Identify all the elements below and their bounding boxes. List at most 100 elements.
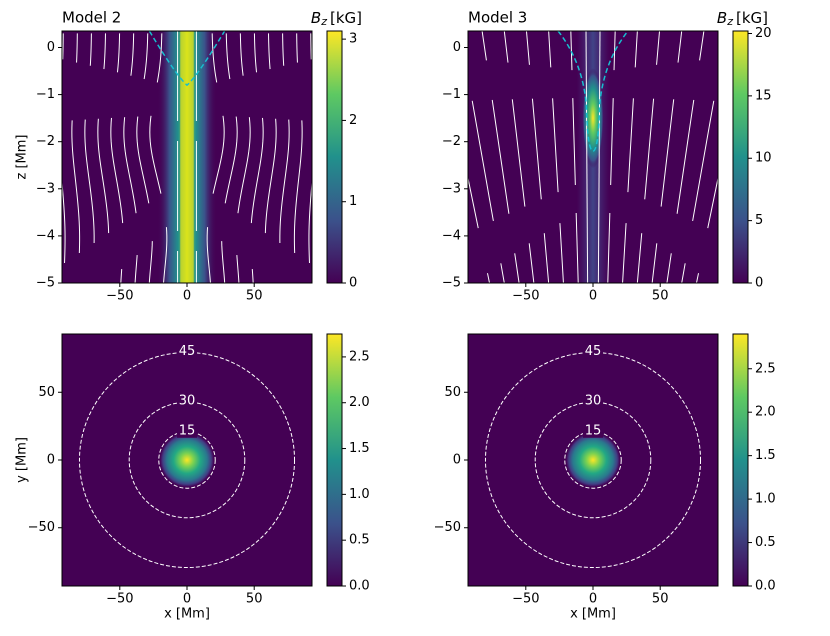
colorbar-tick-label: 1.5: [755, 448, 776, 463]
y-tick-label: −4: [442, 228, 461, 243]
contour-label: 15: [585, 423, 602, 438]
colorbar-tick-label: 2: [349, 113, 357, 128]
y-tick-label: 0: [47, 453, 55, 468]
colorbar-tick-label: 0.0: [349, 579, 370, 594]
field-line: [308, 33, 312, 283]
colorbar-tick-label: 1.0: [755, 492, 776, 507]
field-line: [393, 31, 460, 283]
x-tick-label: 50: [652, 592, 669, 607]
colorbar-tick-label: 3: [349, 32, 357, 47]
field-line: [636, 31, 661, 283]
field-line: [235, 33, 251, 283]
y-axis-label: z [Mm]: [15, 135, 30, 180]
y-tick-label: −2: [36, 134, 55, 149]
x-tick-label: 0: [589, 592, 597, 607]
y-tick-label: −2: [442, 134, 461, 149]
contour-label: 30: [585, 394, 602, 409]
x-tick-label: 50: [652, 289, 669, 304]
x-tick-label: 0: [589, 289, 597, 304]
panel: −50 0 50 −5 −4 −3 −2 −1 0 Model 2 z [Mm] 0 1 2 3 Bz [kG]: [15, 9, 363, 304]
field-line: [206, 33, 225, 283]
x-tick-label: −50: [512, 289, 539, 304]
y-tick-label: −1: [442, 87, 461, 102]
y-tick-label: −50: [28, 520, 55, 535]
x-tick-label: −50: [106, 289, 133, 304]
field-line: [503, 31, 535, 283]
y-tick-label: −3: [36, 181, 55, 196]
colorbar-tick-label: 0: [755, 276, 763, 291]
field-line: [570, 31, 579, 283]
tau-contour: [557, 31, 629, 152]
field-line: [149, 33, 168, 283]
y-tick-label: 50: [38, 385, 55, 400]
colorbar-label-unit: [kG]: [736, 9, 768, 27]
y-axis-label: y [Mm]: [15, 437, 30, 483]
field-line: [71, 33, 81, 283]
heatmap-blob: [160, 433, 214, 487]
x-axis-label: x [Mm]: [164, 607, 210, 622]
field-line: [84, 33, 95, 283]
colorbar-label: Bz [kG]: [717, 9, 768, 29]
heatmap-core: [582, 68, 604, 169]
contour-label: 15: [179, 423, 196, 438]
field-line: [62, 33, 66, 283]
colorbar-tick-label: 1: [349, 194, 357, 209]
field-line: [548, 31, 564, 283]
colorbar: [732, 30, 749, 284]
plot-area: [62, 31, 312, 283]
field-line: [585, 31, 589, 283]
field-line: [597, 31, 601, 283]
panel-title: Model 2: [62, 9, 121, 27]
colorbar-tick-label: 0.5: [349, 533, 370, 548]
contour-label-bg: [177, 423, 197, 438]
tau-contour: [148, 31, 226, 87]
field-line: [110, 33, 124, 283]
contour-label-bg: [177, 394, 197, 409]
field-line: [666, 31, 705, 283]
x-tick-label: −50: [512, 592, 539, 607]
colorbar-tick-label: 20: [755, 26, 772, 41]
contour-label: 30: [179, 394, 196, 409]
field-line: [481, 31, 520, 283]
y-tick-label: −50: [434, 520, 461, 535]
colorbar-tick-label: 2.0: [349, 395, 370, 410]
colorbar-tick-label: 0.5: [755, 535, 776, 550]
y-tick-label: 0: [453, 40, 461, 55]
colorbar: [732, 333, 749, 587]
field-line: [279, 33, 290, 283]
contour-label: 45: [585, 344, 602, 359]
heatmap-core: [180, 31, 194, 283]
y-tick-label: 0: [47, 40, 55, 55]
colorbar-tick-label: 1.0: [349, 487, 370, 502]
colorbar-tick-label: 2.5: [349, 349, 370, 364]
panel: 15 30 45 −50 0 50 −50 0 50 x [Mm] 0.0 0.5 1.0 1.5 2.0 2…: [434, 333, 776, 622]
colorbar-tick-label: 15: [755, 88, 772, 103]
colorbar-label-symbol: B: [311, 9, 321, 27]
x-axis-label: x [Mm]: [570, 607, 616, 622]
panel: 15 30 45 −50 0 50 −50 0 50 x [Mm] y [Mm] 0.0 0.5 1.0 1…: [15, 333, 370, 622]
plot-area: [468, 334, 718, 586]
field-line: [651, 31, 683, 283]
field-line: [250, 33, 264, 283]
contour-label: 45: [179, 344, 196, 359]
contour-label-bg: [177, 344, 197, 359]
contour-label-bg: [583, 394, 603, 409]
field-line: [622, 31, 638, 283]
field-line: [221, 33, 238, 283]
y-tick-label: −5: [442, 276, 461, 291]
field-line: [97, 33, 110, 283]
x-tick-label: 0: [183, 289, 191, 304]
colorbar-label-subscript: z: [726, 15, 733, 28]
field-line: [136, 33, 153, 283]
heatmap-blob: [566, 433, 620, 487]
colorbar-tick-label: 2.0: [755, 405, 776, 420]
y-tick-label: −4: [36, 228, 55, 243]
field-line: [264, 33, 277, 283]
plot-area: [62, 334, 312, 586]
field-line: [123, 33, 139, 283]
colorbar-tick-label: 0.0: [755, 579, 776, 594]
colorbar: [326, 333, 343, 587]
field-line: [293, 33, 303, 283]
